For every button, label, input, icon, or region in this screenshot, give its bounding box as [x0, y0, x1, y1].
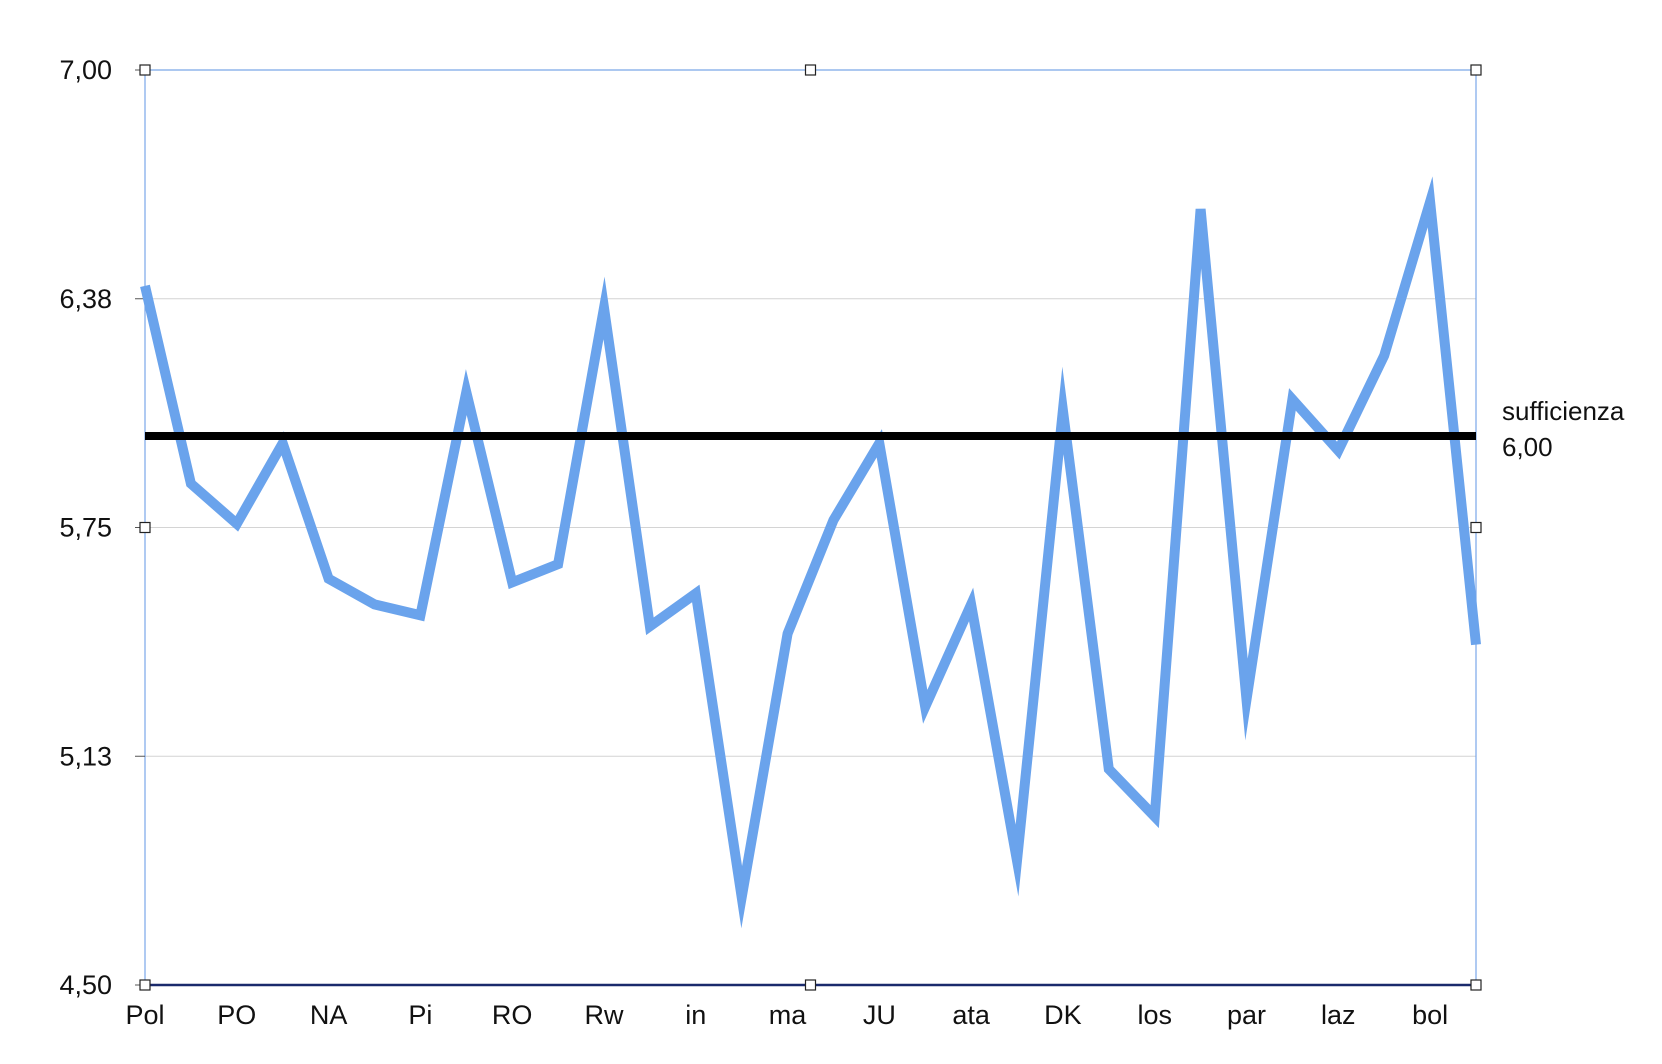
y-tick-label: 5,75	[59, 513, 112, 543]
x-tick-label: Rw	[584, 1000, 623, 1030]
x-tick-label: NA	[310, 1000, 348, 1030]
y-tick-label: 7,00	[59, 55, 112, 85]
reference-line-label: sufficienza	[1502, 396, 1625, 426]
x-tick-label: RO	[492, 1000, 533, 1030]
y-tick-label: 4,50	[59, 970, 112, 1000]
x-tick-label: Pol	[125, 1000, 164, 1030]
resize-handle[interactable]	[804, 979, 817, 991]
x-tick-label: los	[1137, 1000, 1172, 1030]
x-tick-label: ma	[769, 1000, 807, 1030]
x-tick-label: DK	[1044, 1000, 1082, 1030]
x-tick-label: bol	[1412, 1000, 1448, 1030]
resize-handle[interactable]	[1470, 521, 1482, 534]
series-line	[140, 176, 1481, 929]
y-tick-label: 5,13	[59, 741, 112, 771]
x-tick-label: in	[685, 1000, 706, 1030]
x-axis-ticks: Pol PO NA Pi RO Rw in ma JU ata DK los par laz bol	[125, 1000, 1448, 1030]
x-tick-label: JU	[863, 1000, 896, 1030]
x-tick-label: Pi	[408, 1000, 432, 1030]
x-tick-label: PO	[217, 1000, 256, 1030]
resize-handle[interactable]	[139, 521, 151, 534]
selection-handles[interactable]	[139, 64, 1482, 991]
resize-handle[interactable]	[1470, 979, 1482, 991]
y-tick-label: 6,38	[59, 284, 112, 314]
resize-handle[interactable]	[139, 979, 151, 991]
x-tick-label: ata	[952, 1000, 991, 1030]
x-tick-label: laz	[1321, 1000, 1356, 1030]
resize-handle[interactable]	[804, 64, 817, 76]
resize-handle[interactable]	[139, 64, 151, 76]
reference-line-value: 6,00	[1502, 432, 1553, 462]
x-tick-label: par	[1227, 1000, 1266, 1030]
resize-handle[interactable]	[1470, 64, 1482, 76]
series-layer	[140, 176, 1481, 929]
y-axis-ticks: 4,50 5,13 5,75 6,38 7,00	[59, 55, 145, 1000]
